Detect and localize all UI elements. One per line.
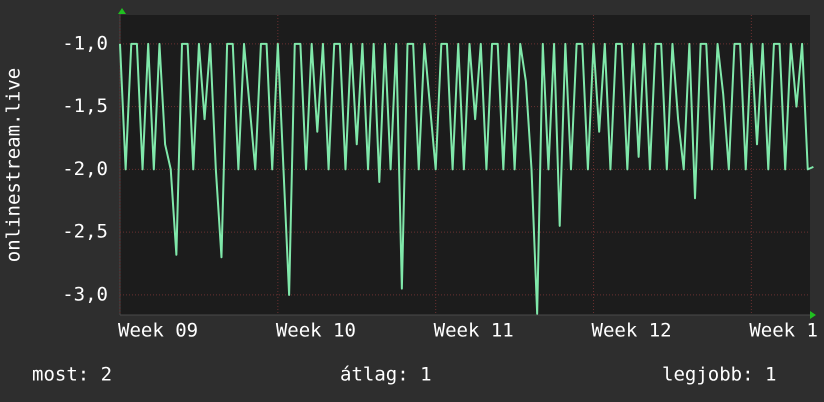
x-tick-label: Week 12 xyxy=(592,320,672,342)
footer-average: átlag: 1 xyxy=(340,364,432,386)
y-tick-label: -1,5 xyxy=(62,95,108,117)
y-tick-label: -2,5 xyxy=(62,221,108,243)
x-tick-label: Week 11 xyxy=(434,320,514,342)
x-tick-label: Week 09 xyxy=(118,320,198,342)
y-tick-label: -2,0 xyxy=(62,158,108,180)
y-axis-label: onlinestream.live xyxy=(3,68,25,262)
x-tick-label: Week 1 xyxy=(749,320,818,342)
y-tick-label: -1,0 xyxy=(62,32,108,54)
y-tick-label: -3,0 xyxy=(62,283,108,305)
footer-best: legjobb: 1 xyxy=(662,364,776,386)
footer-current: most: 2 xyxy=(32,364,112,386)
y-arrow xyxy=(118,8,126,14)
x-tick-label: Week 10 xyxy=(276,320,356,342)
x-arrow xyxy=(810,311,816,319)
data-line xyxy=(119,42,814,315)
